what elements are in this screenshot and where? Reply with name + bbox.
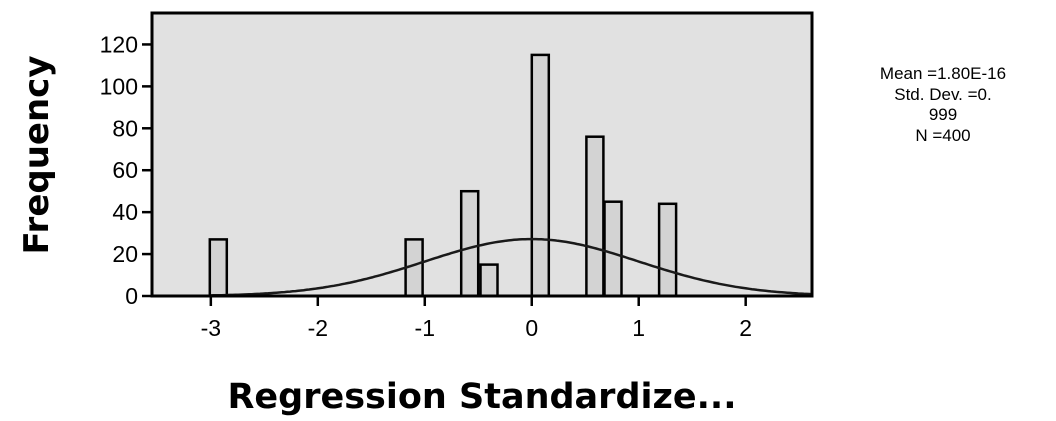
histogram-bar: [657, 202, 678, 298]
y-tick-label: 40: [112, 199, 138, 225]
histogram-bar: [530, 53, 551, 298]
x-tick-label: -2: [308, 315, 328, 341]
y-tick-label: 80: [112, 115, 138, 141]
y-tick-label: 100: [100, 73, 138, 99]
histogram-bar: [459, 189, 480, 298]
y-tick-label: 60: [112, 157, 138, 183]
x-tick-label: 0: [525, 315, 538, 341]
plot-area: [152, 13, 812, 296]
stats-std-dev: Std. Dev. =0.: [894, 85, 991, 104]
ticks-layer: 0 20 40 60 80 100 120 -3 -2 -1 0 1 2: [100, 31, 752, 341]
stats-std-dev-cont: 999: [929, 105, 957, 124]
histogram-bar: [479, 263, 499, 298]
y-tick-label: 120: [100, 31, 138, 57]
bars-layer: [208, 53, 678, 298]
histogram-bar: [603, 200, 623, 298]
x-tick-label: 2: [739, 315, 752, 341]
x-axis-title: Regression Standardize...: [227, 377, 736, 417]
plot-frame: [150, 11, 814, 298]
stats-box: Mean =1.80E-16 Std. Dev. =0. 999 N =400: [880, 64, 1006, 145]
y-axis-title: Frequency: [17, 55, 57, 254]
histogram-bar: [585, 135, 605, 298]
x-tick-label: -1: [415, 315, 435, 341]
x-tick-label: -3: [201, 315, 221, 341]
y-tick-label: 20: [112, 241, 138, 267]
stats-n: N =400: [915, 126, 970, 145]
x-tick-label: 1: [632, 315, 645, 341]
normal-curve: [210, 237, 813, 297]
y-tick-label: 0: [125, 283, 138, 309]
histogram-bar: [208, 238, 229, 298]
stats-mean: Mean =1.80E-16: [880, 64, 1006, 83]
